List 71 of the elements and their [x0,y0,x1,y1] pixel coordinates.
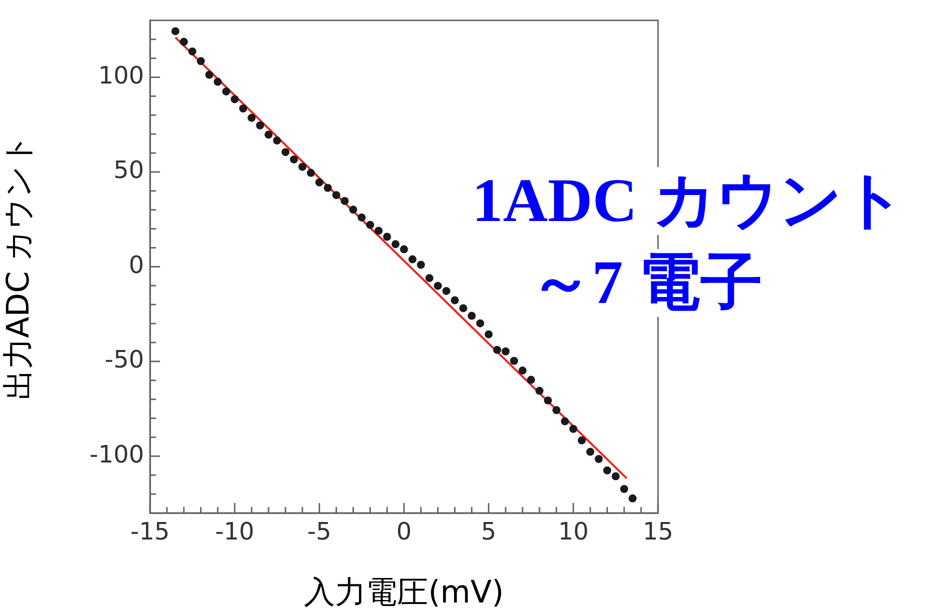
point [620,484,628,493]
point [578,436,586,444]
annotation: ～7 電子 [530,249,762,317]
point [493,346,502,354]
x-tick-label: -10 [215,518,254,546]
point [290,155,298,164]
point [374,226,383,235]
point [603,466,612,474]
point [450,296,459,304]
point [408,255,416,264]
point [535,386,544,395]
y-axis-title: 出力ADC カウント [0,133,37,400]
point [442,286,450,295]
point [527,376,535,384]
point [349,206,358,214]
point [459,304,468,312]
point [383,232,392,241]
x-axis-title: 入力電圧(mV) [304,574,504,610]
y-tick-label: 100 [98,61,144,90]
point [510,356,518,365]
point [544,396,552,404]
y-tick-label: 0 [128,250,144,279]
y-tick-label: -50 [104,346,144,374]
point [416,260,425,269]
x-tick-label: -5 [307,518,332,546]
y-tick-label: -100 [90,440,144,468]
point [569,424,578,433]
point [552,406,560,414]
point [188,47,196,56]
point [434,282,442,290]
point [484,330,493,338]
point [612,472,620,480]
point [196,57,205,66]
point [332,191,340,200]
point [273,136,281,145]
point [248,114,256,122]
y-tick-label: 50 [113,156,144,184]
x-tick-label: 5 [481,518,496,546]
x-tick-label: 10 [558,518,589,546]
point [628,494,637,502]
point [560,417,569,426]
x-tick-label: -15 [130,518,170,546]
point [171,27,180,36]
point [298,162,306,171]
point [180,38,188,46]
point [468,312,476,320]
point [281,148,290,156]
point [518,366,527,375]
point [425,274,434,282]
point [366,220,374,229]
point [358,213,366,222]
point [502,347,510,356]
point [256,121,264,130]
point [306,168,315,177]
point [594,455,603,464]
point [222,87,230,96]
point [476,319,484,328]
point [230,95,239,104]
point [400,245,408,254]
x-tick-label: 15 [642,518,674,546]
point [315,178,324,186]
point [239,104,248,112]
point [264,130,273,139]
point [392,240,400,248]
point [214,78,222,86]
point [340,196,349,205]
x-tick-label: 0 [396,518,412,546]
point [205,70,214,79]
annotation: 1ADC カウント [472,167,905,235]
point [324,184,332,192]
point [586,448,594,456]
